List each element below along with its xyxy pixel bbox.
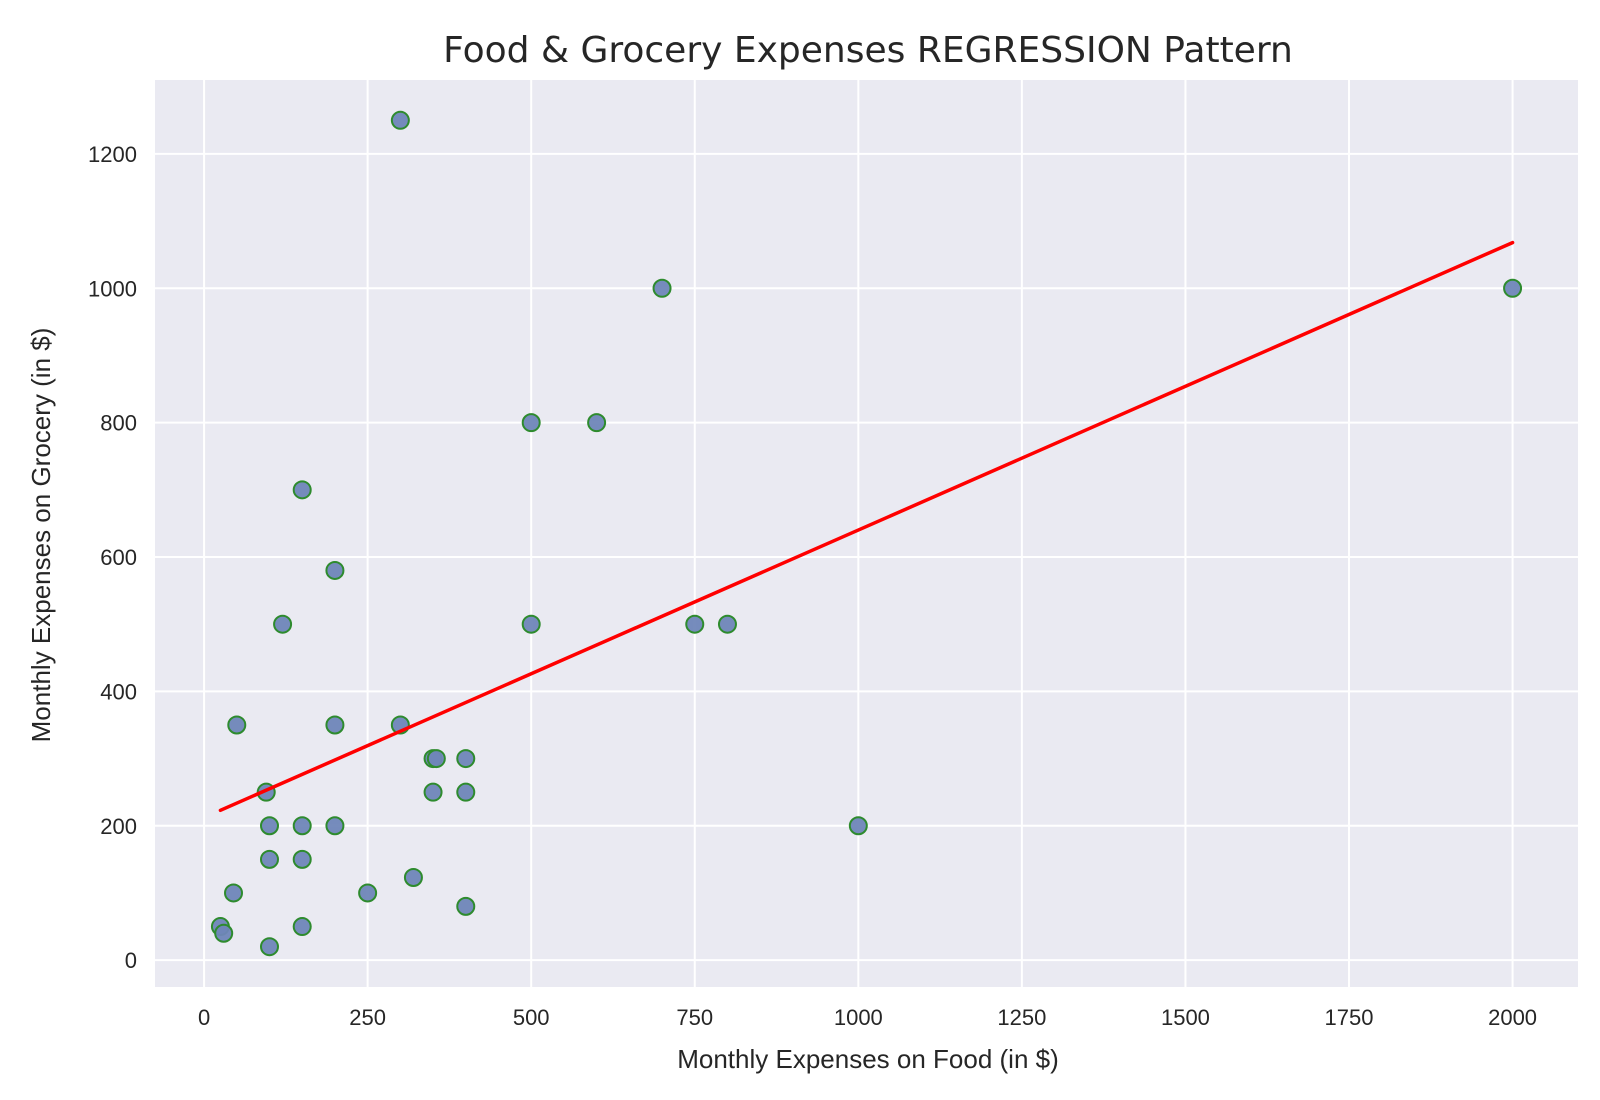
x-axis-label: Monthly Expenses on Food (in $): [677, 1044, 1059, 1074]
data-point: [848, 816, 868, 836]
x-tick-label: 1750: [1325, 1005, 1374, 1030]
y-tick-label: 1200: [88, 142, 137, 167]
data-point: [325, 816, 345, 836]
data-point: [259, 849, 279, 869]
x-tick-label: 2000: [1488, 1005, 1537, 1030]
data-point: [521, 413, 541, 433]
data-point: [224, 883, 244, 903]
y-tick-label: 0: [125, 948, 137, 973]
data-point: [292, 917, 312, 937]
x-tick-label: 0: [198, 1005, 210, 1030]
data-point: [390, 110, 410, 130]
tick-labels: 0 250 500 750 1000 1250 1500 1750 2000 0 200 400 600…: [88, 142, 1537, 1030]
data-point: [587, 413, 607, 433]
data-point: [325, 715, 345, 735]
data-point: [259, 937, 279, 957]
data-point: [456, 896, 476, 916]
data-point: [325, 560, 345, 580]
x-tick-label: 250: [349, 1005, 386, 1030]
data-points: [210, 110, 1523, 957]
data-point: [652, 278, 672, 298]
data-point: [227, 715, 247, 735]
data-point: [358, 883, 378, 903]
data-point: [717, 614, 737, 634]
y-tick-label: 200: [100, 814, 137, 839]
data-point: [1503, 278, 1523, 298]
y-axis-label: Monthly Expenses on Grocery (in $): [26, 328, 56, 743]
data-point: [456, 782, 476, 802]
data-point: [292, 816, 312, 836]
data-point: [403, 867, 423, 887]
y-tick-label: 800: [100, 411, 137, 436]
data-point: [273, 614, 293, 634]
data-point: [685, 614, 705, 634]
regression-line-group: [218, 240, 1515, 813]
data-point: [423, 782, 443, 802]
x-tick-label: 500: [513, 1005, 550, 1030]
data-point: [456, 749, 476, 769]
data-point: [214, 923, 234, 943]
data-point: [521, 614, 541, 634]
regression-line: [218, 240, 1515, 813]
x-tick-label: 1500: [1161, 1005, 1210, 1030]
x-tick-label: 1000: [834, 1005, 883, 1030]
data-point: [259, 816, 279, 836]
data-point: [292, 849, 312, 869]
plot-area: [155, 80, 1578, 987]
x-tick-label: 750: [676, 1005, 713, 1030]
data-point: [426, 749, 446, 769]
y-tick-label: 400: [100, 679, 137, 704]
x-tick-label: 1250: [997, 1005, 1046, 1030]
chart-title: Food & Grocery Expenses REGRESSION Patte…: [443, 30, 1293, 71]
data-point: [292, 480, 312, 500]
y-tick-label: 600: [100, 545, 137, 570]
y-tick-label: 1000: [88, 276, 137, 301]
